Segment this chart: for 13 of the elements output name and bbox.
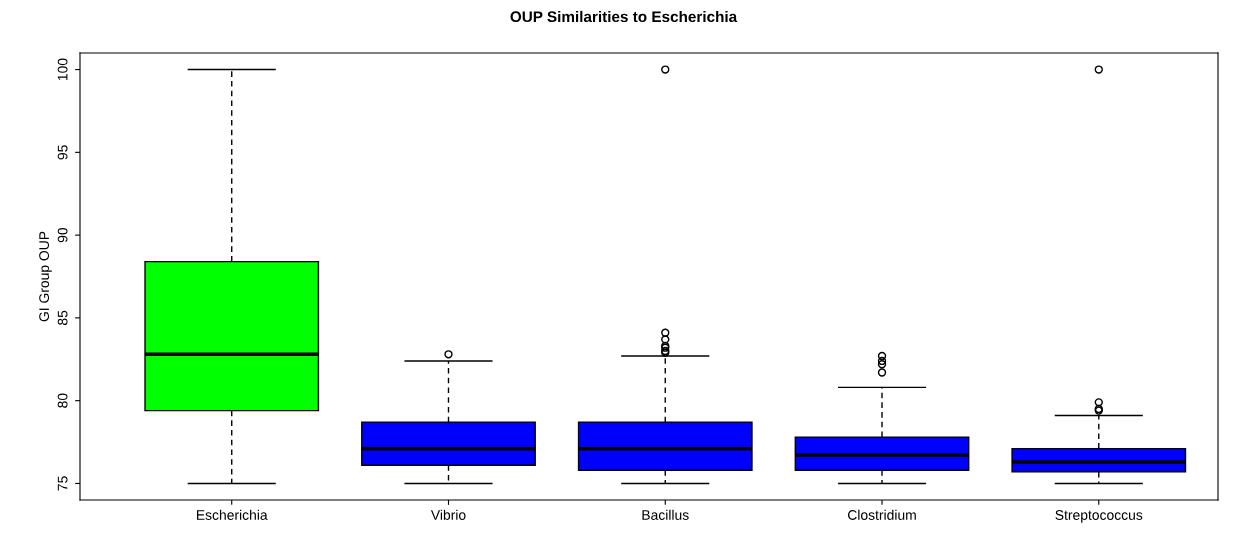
y-tick-label: 80 (57, 393, 68, 408)
y-tick-label: 90 (57, 227, 68, 243)
x-tick-label: Escherichia (196, 509, 268, 520)
y-tick-label: 100 (57, 58, 68, 81)
x-tick-label: Bacillus (642, 509, 689, 520)
x-tick-label: Clostridium (848, 509, 916, 520)
x-tick-label: Vibrio (430, 509, 466, 520)
y-tick-label: 75 (57, 476, 68, 491)
x-tick-label: Streptococcus (1055, 510, 1143, 523)
y-tick-label: 85 (57, 310, 68, 326)
chart-title: OUP Similarities to Escherichia (510, 10, 738, 23)
y-axis-title: GI Group OUP (39, 231, 52, 322)
y-tick-label: 95 (57, 145, 68, 160)
